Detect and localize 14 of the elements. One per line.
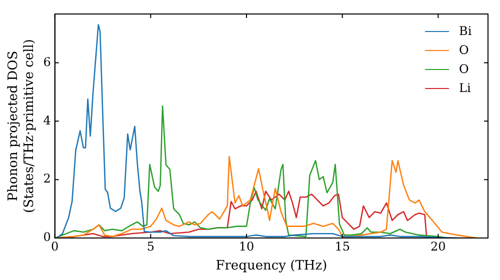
x-tick-label: 10 [238,239,254,254]
legend-label: O [459,42,469,59]
x-tick-label: 15 [334,239,350,254]
y-tick-label: 4 [43,113,52,128]
x-tick-label: 5 [146,239,154,254]
legend-label: O [459,61,469,78]
y-tick-label: 0 [43,230,51,244]
legend-label: Bi [459,23,472,40]
x-axis-title: Frequency (THz) [216,258,328,274]
x-tick-label: 20 [430,239,446,254]
y-axis-title: Phonon projected DOS (States/THz·primitive cell) [6,38,37,214]
legend-label: Li [459,80,471,97]
y-tick-label: 6 [43,54,51,69]
y-tick-label: 2 [43,172,51,186]
